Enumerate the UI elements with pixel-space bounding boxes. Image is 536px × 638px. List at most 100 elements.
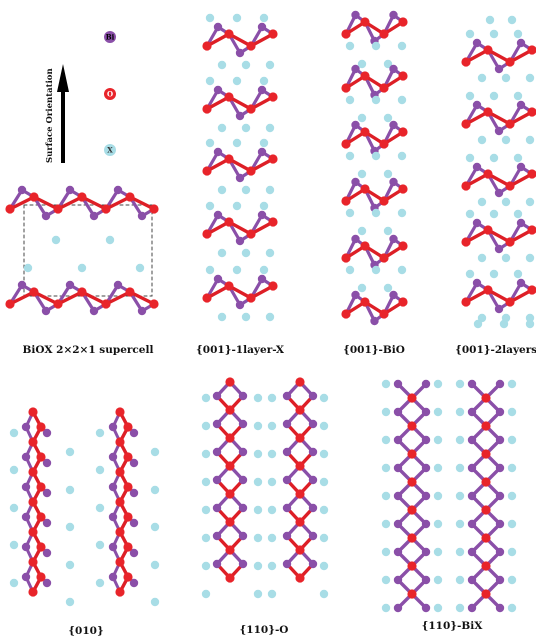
x-atom (77, 263, 87, 273)
bi-atom (351, 10, 360, 20)
bi-atom (495, 491, 505, 501)
o-atom (246, 166, 256, 176)
bi-atom (389, 290, 398, 300)
o-atom (115, 587, 125, 597)
bi-atom (389, 234, 398, 244)
bi-atom (129, 578, 139, 588)
x-atom (499, 319, 509, 329)
x-atom (455, 407, 465, 417)
x-atom (433, 491, 443, 501)
x-atom (433, 435, 443, 445)
o-atom (407, 533, 417, 543)
x-atom (217, 185, 227, 195)
o-atom (149, 204, 159, 214)
x-atom (259, 138, 269, 148)
o-atom (360, 184, 370, 194)
bi-atom (235, 236, 245, 246)
x-atom (201, 477, 211, 487)
o-atom (379, 139, 389, 149)
bi-atom (495, 407, 505, 417)
bi-atom (282, 391, 292, 401)
o-atom (379, 196, 389, 206)
x-atom (253, 393, 263, 403)
bi-atom (282, 447, 292, 457)
x-atom (345, 265, 355, 275)
o-atom (379, 309, 389, 319)
bi-atom (257, 274, 267, 284)
o-atom (28, 497, 38, 507)
bi-atom (389, 64, 398, 74)
bi-atom (467, 435, 477, 445)
o-atom (360, 241, 370, 251)
o-atom (481, 421, 491, 431)
x-atom (381, 547, 391, 557)
bi-atom (129, 518, 139, 528)
bi-atom (495, 435, 505, 445)
o-atom (527, 107, 536, 117)
structure-figure (5, 10, 536, 613)
bi-atom (17, 280, 27, 290)
o-atom (481, 505, 491, 515)
captions: BiOX 2×2×1 supercell {001}-1layer-X {001… (23, 344, 536, 637)
bi-atom (421, 379, 431, 389)
o-atom (115, 557, 125, 567)
x-atom (150, 597, 160, 607)
o-atom (505, 181, 515, 191)
bi-atom (282, 559, 292, 569)
o-atom (224, 217, 234, 227)
x-atom (383, 169, 393, 179)
x-atom (455, 575, 465, 585)
bi-atom (282, 475, 292, 485)
x-atom (9, 540, 19, 550)
x-atom (65, 597, 75, 607)
bi-atom (421, 603, 431, 613)
x-atom (455, 547, 465, 557)
bi-atom (21, 422, 31, 432)
x-atom (319, 393, 329, 403)
bi-atom (467, 547, 477, 557)
x-atom (205, 138, 215, 148)
x-atom (371, 41, 381, 51)
o-atom (115, 467, 125, 477)
o-atom (125, 287, 135, 297)
bi-atom (308, 391, 318, 401)
bi-atom (389, 177, 398, 187)
panel-001-2layers-x-structure (461, 15, 536, 329)
x-atom (95, 578, 105, 588)
x-atom (507, 575, 517, 585)
bi-atom (351, 64, 360, 74)
bi-atom (235, 111, 245, 121)
x-atom (513, 153, 523, 163)
bi-atom (89, 306, 99, 316)
o-atom (481, 533, 491, 543)
x-atom (265, 185, 275, 195)
x-atom (253, 421, 263, 431)
o-atom (202, 41, 212, 51)
bi-atom (17, 185, 27, 195)
bi-atom (108, 512, 118, 522)
bi-atom (308, 475, 318, 485)
x-atom (465, 269, 475, 279)
o-atom (224, 92, 234, 102)
bi-atom-swatch (104, 31, 116, 43)
o-atom (461, 119, 471, 129)
x-atom (232, 76, 242, 86)
x-atom (433, 463, 443, 473)
x-atom (241, 248, 251, 258)
o-atom (407, 589, 417, 599)
bi-atom (108, 572, 118, 582)
bi-atom (42, 428, 52, 438)
x-atom (150, 522, 160, 532)
o-atom (407, 477, 417, 487)
o-atom (527, 169, 536, 179)
o-atom (268, 217, 278, 227)
o-atom (246, 293, 256, 303)
bi-atom (137, 306, 147, 316)
bi-atom (472, 100, 482, 110)
x-atom (259, 13, 269, 23)
x-atom (397, 95, 407, 105)
x-atom (217, 248, 227, 258)
x-atom (201, 393, 211, 403)
o-atom (123, 452, 133, 462)
o-atom (295, 489, 305, 499)
